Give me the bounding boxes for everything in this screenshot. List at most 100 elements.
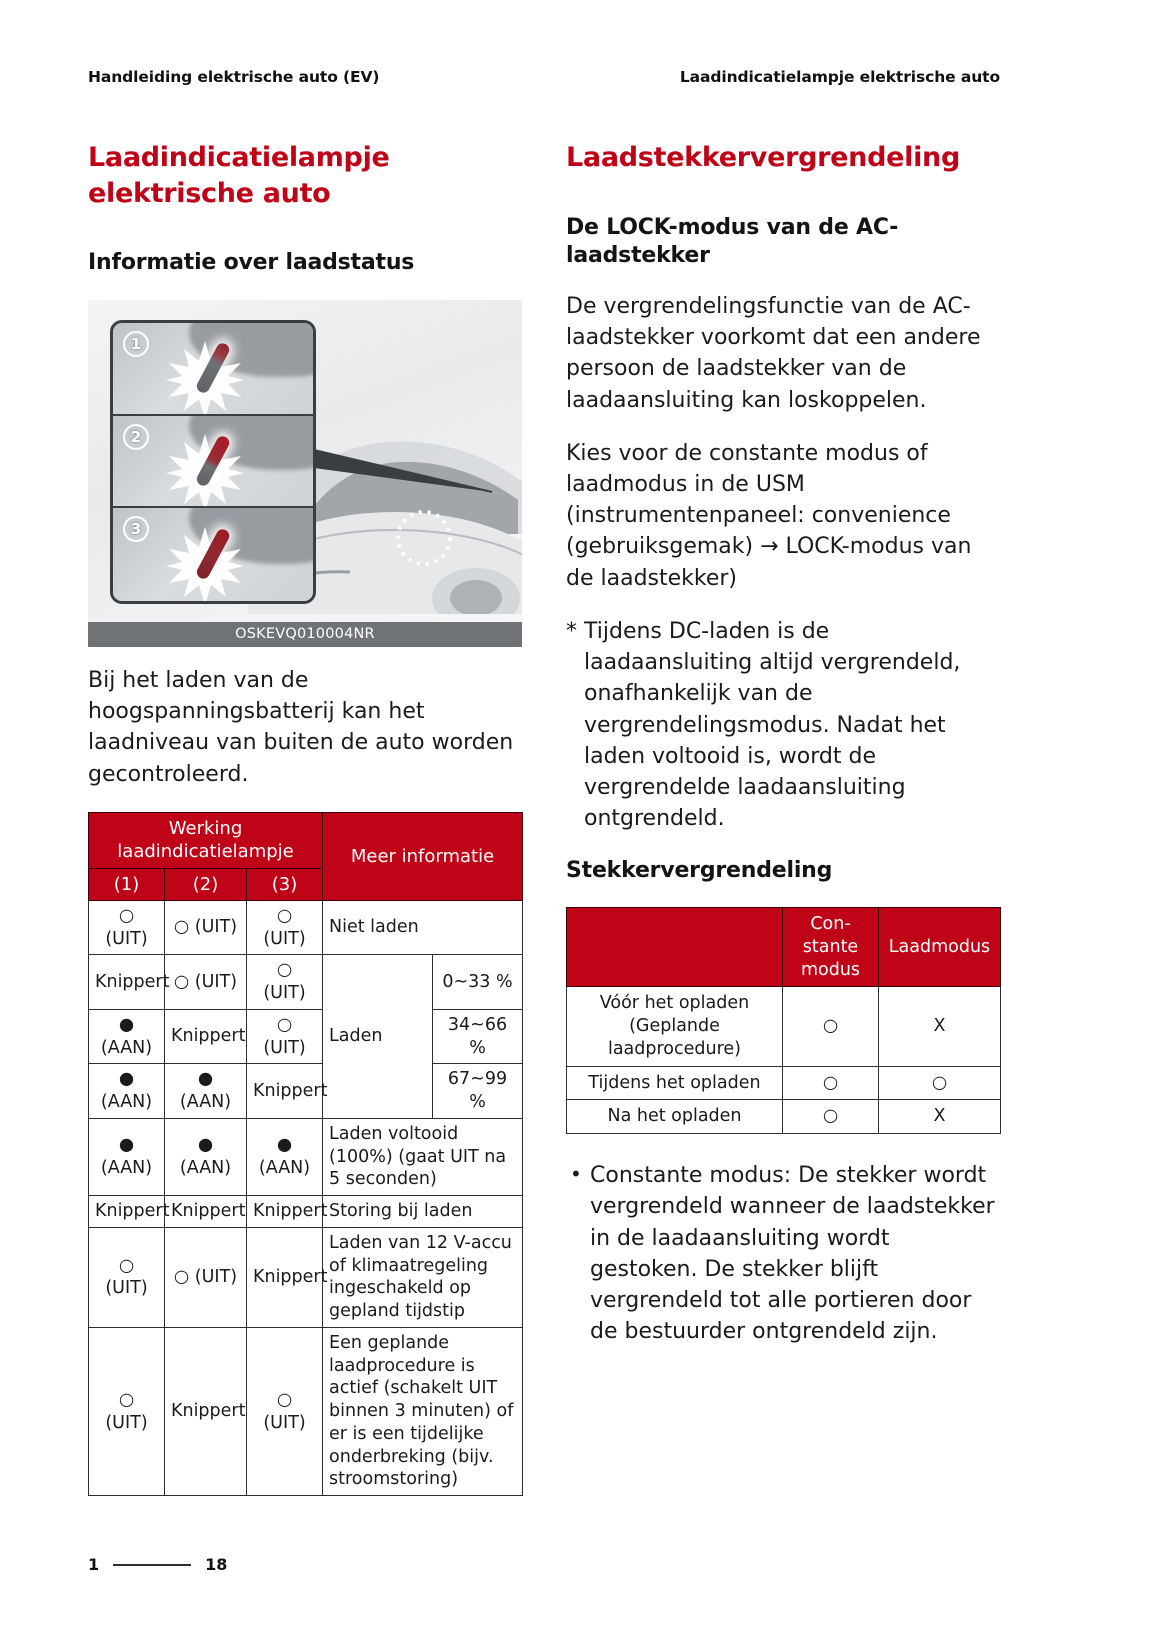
cell-constante-modus: ○ <box>782 1065 879 1101</box>
cell-laadmodus: ○ <box>878 1065 1001 1101</box>
page-footer: 1 18 <box>88 1555 227 1574</box>
running-header-right: Laadindicatielampje elektrische auto <box>679 68 1000 86</box>
cell-constante-modus: ○ <box>782 986 879 1067</box>
table-row: ● (AAN) ● (AAN) Knippert 67~99 % <box>88 1063 524 1119</box>
panel-number-1: 1 <box>123 330 149 357</box>
figure-artwork: 1 2 <box>88 299 522 622</box>
table-row: ○ (UIT) Knippert ○ (UIT) Een geplande la… <box>88 1326 524 1497</box>
lamp-state: Knippert <box>245 1195 327 1228</box>
lamp-state: ○ (UIT) <box>164 954 247 1010</box>
row-label: Vóór het opladen (Geplande laadprocedure… <box>566 986 783 1067</box>
running-header-left: Handleiding elektrische auto (EV) <box>88 68 380 86</box>
lamp-state: Knippert <box>164 1326 247 1497</box>
table-row: Vóór het opladen (Geplande laadprocedure… <box>566 986 1001 1067</box>
chapter-number: 1 <box>88 1555 100 1574</box>
figure-caption: OSKEVQ010004NR <box>88 621 522 647</box>
intro-paragraph: Bij het laden van de hoogspanningsbatter… <box>88 667 514 787</box>
lamp-state: Knippert <box>164 1008 247 1065</box>
table-row: Knippert ○ (UIT) ○ (UIT) Laden 0~33 % <box>88 954 524 1119</box>
cell-constante-modus: ○ <box>782 1099 879 1135</box>
header-werking-laadindicatielampje: Werking laadindicatielampje <box>87 811 324 869</box>
lamp-state: ● (AAN) <box>88 1117 165 1197</box>
row-percentage: 67~99 % <box>432 1063 524 1119</box>
header-lamp-3: (3) <box>245 867 324 901</box>
header-constante-modus: Con- stante modus <box>782 907 879 988</box>
lamp-state: Knippert <box>245 1063 327 1119</box>
header-laadmodus: Laadmodus <box>878 907 1001 988</box>
cell-laadmodus: X <box>878 1099 1001 1135</box>
lamp-state: ● (AAN) <box>88 1008 165 1065</box>
header-line-2: stante <box>802 936 859 957</box>
header-line-3: modus <box>800 959 861 980</box>
lamp-state: ○ (UIT) <box>245 954 324 1010</box>
lamp-state: ○ (UIT) <box>88 1326 165 1497</box>
row-info-laden: Laden <box>322 954 434 1119</box>
right-column: Laadstekkervergrendeling De LOCK-modus v… <box>566 140 1001 1496</box>
lamp-state: Knippert <box>88 1195 169 1228</box>
table-header-row: Con- stante modus Laadmodus <box>566 907 1001 988</box>
left-column: Laadindicatielampje elektrische auto Inf… <box>87 140 524 1497</box>
panel-number-3: 3 <box>123 516 149 543</box>
lamp-state: ○ (UIT) <box>164 899 247 956</box>
cell-laadmodus: X <box>878 986 1001 1067</box>
lamp-state: ○ (UIT) <box>88 1226 165 1328</box>
indicator-panel-2: 2 <box>113 415 313 509</box>
indicator-panel-3: 3 <box>113 508 313 601</box>
section-title-laadstekkervergrendeling: Laadstekkervergrendeling <box>566 142 960 173</box>
table-header-row-1: Werking laadindicatielampje Meer informa… <box>87 811 524 901</box>
paragraph-vergrendelingsfunctie: De vergrendelingsfunctie van de AC-laads… <box>566 293 981 413</box>
row-info: Niet laden <box>322 899 524 956</box>
charging-indicator-table: Werking laadindicatielampje Meer informa… <box>87 811 524 1497</box>
page-columns: Laadindicatielampje elektrische auto Inf… <box>87 140 1001 1497</box>
indicator-panel-1: 1 <box>113 322 313 416</box>
page-title: Laadindicatielampje elektrische auto <box>88 142 390 209</box>
figure-charging-indicator: 1 2 <box>88 299 522 647</box>
table-row: ● (AAN) Knippert ○ (UIT) 34~66 % <box>88 1008 524 1065</box>
running-header: Handleiding elektrische auto (EV) Laadin… <box>88 68 1000 86</box>
section-heading-laadstatus: Informatie over laadstatus <box>88 250 415 276</box>
paragraph-kies-modus: Kies voor de constante modus of laadmodu… <box>566 440 972 591</box>
table-row: ○ (UIT) ○ (UIT) Knippert Laden van 12 V-… <box>88 1226 524 1328</box>
row-percentage: 0~33 % <box>432 954 524 1010</box>
footer-divider <box>113 1563 192 1566</box>
list-item: Constante modus: De stekker wordt vergre… <box>566 1160 1000 1347</box>
header-blank-corner <box>566 907 783 988</box>
page-number: 18 <box>205 1555 228 1574</box>
panel-number-2: 2 <box>123 423 149 450</box>
lamp-state: ○ (UIT) <box>245 1326 324 1497</box>
row-info: Laden van 12 V-accu of klimaatregeling i… <box>322 1226 524 1328</box>
table-row: ○ (UIT) ○ (UIT) ○ (UIT) Niet laden <box>88 899 524 956</box>
lamp-state: Knippert <box>88 954 169 1010</box>
lamp-state: Knippert <box>164 1195 247 1228</box>
section-heading-stekkervergrendeling: Stekkervergrendeling <box>566 857 833 883</box>
lamp-state: ○ (UIT) <box>164 1226 247 1328</box>
lamp-state: ○ (UIT) <box>245 899 324 956</box>
row-info: Laden voltooid (100%) (gaat UIT na 5 sec… <box>322 1117 524 1197</box>
callout-pointer-icon <box>313 448 493 493</box>
section-heading-lock-modus: De LOCK-modus van de AC-laadstekker <box>566 214 899 269</box>
table-row: Knippert Knippert Knippert Storing bij l… <box>88 1195 524 1228</box>
lamp-state: Knippert <box>245 1226 327 1328</box>
row-label: Tijdens het opladen <box>566 1065 783 1101</box>
table-row: Tijdens het opladen ○ ○ <box>566 1065 1001 1101</box>
bullet-list: Constante modus: De stekker wordt vergre… <box>566 1160 1000 1347</box>
table-row: ● (AAN) ● (AAN) ● (AAN) Laden voltooid (… <box>88 1117 524 1197</box>
header-meer-informatie: Meer informatie <box>322 811 524 901</box>
lamp-state: ○ (UIT) <box>245 1008 324 1065</box>
table-row: Na het opladen ○ X <box>566 1099 1001 1135</box>
lamp-state: ● (AAN) <box>245 1117 324 1197</box>
header-lamp-2: (2) <box>164 867 247 901</box>
lamp-state: ● (AAN) <box>164 1117 247 1197</box>
indicator-panel-stack: 1 2 <box>110 319 316 604</box>
plug-lock-table: Con- stante modus Laadmodus Vóór het opl… <box>566 907 1001 1135</box>
lamp-state: ○ (UIT) <box>88 899 165 956</box>
row-percentage: 34~66 % <box>432 1008 524 1065</box>
header-line-1: Con- <box>810 914 851 935</box>
footnote-dc-laden: * Tijdens DC-laden is de laadaansluiting… <box>566 618 961 832</box>
row-info: Storing bij laden <box>322 1195 524 1228</box>
table-header-row-2: (1) (2) (3) <box>88 867 523 901</box>
lamp-state: ● (AAN) <box>88 1063 165 1119</box>
lamp-state: ● (AAN) <box>164 1063 247 1119</box>
row-label: Na het opladen <box>566 1099 783 1135</box>
